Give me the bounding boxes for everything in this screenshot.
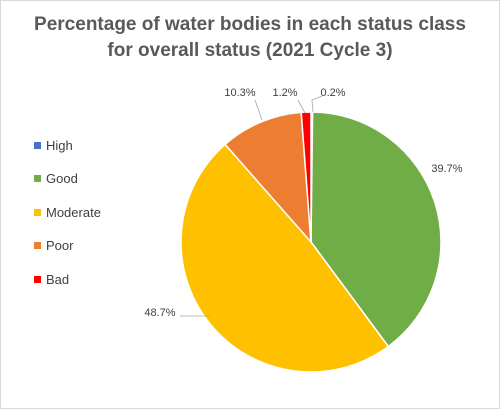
data-label-moderate: 48.7% <box>144 307 175 319</box>
pie-slice-poor <box>224 111 312 245</box>
pie-slice-good <box>310 111 442 348</box>
legend-swatch-poor <box>34 242 41 249</box>
legend-item-poor: Poor <box>34 236 101 256</box>
legend-label-poor: Poor <box>46 238 74 253</box>
leader-line-poor <box>254 99 263 121</box>
legend-label-bad: Bad <box>46 271 70 287</box>
leader-line-high <box>311 95 323 113</box>
legend-label-good: Good <box>46 171 78 186</box>
legend-item-bad: Bad <box>34 269 101 289</box>
chart-title-line-1: Percentage of water bodies in each statu… <box>34 14 466 35</box>
leader-line-bad <box>297 99 306 114</box>
legend-swatch-good <box>34 175 41 182</box>
legend-swatch-high <box>34 141 41 149</box>
legend-item-moderate: Moderate <box>34 202 101 222</box>
legend-label-high: High <box>46 137 73 153</box>
data-label-good: 39.7% <box>431 163 462 175</box>
chart-title-line-2: for overall status (2021 Cycle 3) <box>107 40 393 61</box>
legend-item-high: High <box>34 135 101 155</box>
data-label-poor: 10.3% <box>224 87 255 99</box>
data-label-high: 0.2% <box>320 87 345 99</box>
legend-item-good: Good <box>34 169 101 189</box>
chart-title: Percentage of water bodies in each statu… <box>0 12 500 64</box>
legend-label-moderate: Moderate <box>46 204 101 220</box>
legend: High Good Moderate Poor Bad <box>34 135 101 303</box>
pie-slice-bad <box>300 111 312 243</box>
data-label-bad: 1.2% <box>272 87 297 99</box>
legend-swatch-moderate <box>34 208 41 216</box>
legend-swatch-bad <box>34 275 41 283</box>
pie-slice-moderate <box>180 143 390 373</box>
